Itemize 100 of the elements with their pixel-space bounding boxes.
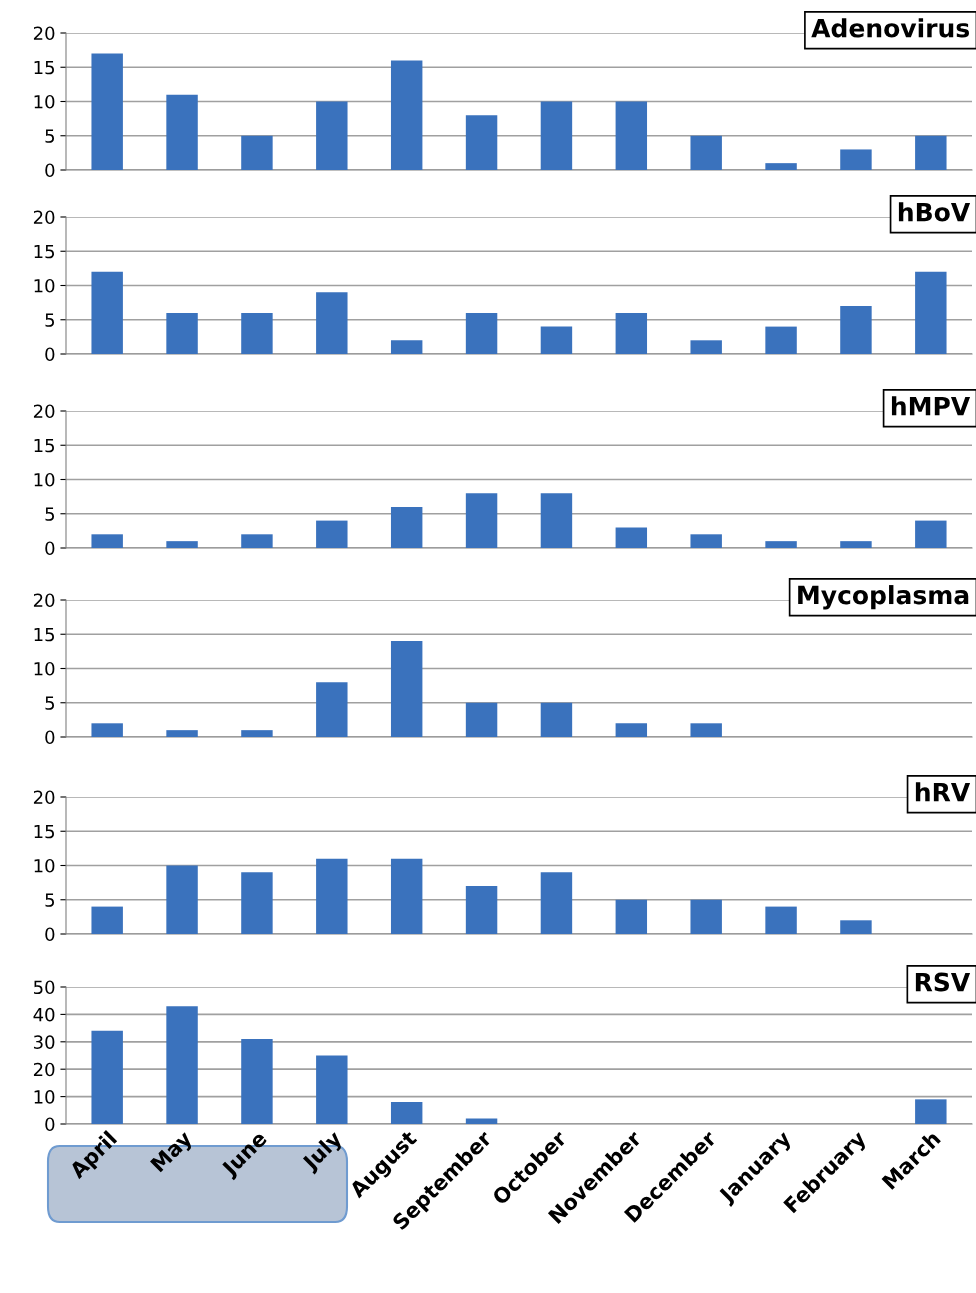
bar bbox=[465, 702, 498, 737]
y-tick-label: 0 bbox=[45, 163, 55, 178]
y-tick-label: 15 bbox=[34, 438, 55, 453]
y-tick-label: 10 bbox=[34, 472, 55, 487]
y-tick-label: 0 bbox=[45, 730, 55, 745]
bar bbox=[241, 312, 273, 354]
bar bbox=[166, 312, 198, 354]
bar bbox=[316, 520, 348, 548]
bar bbox=[615, 312, 648, 354]
bar bbox=[765, 541, 797, 548]
bar bbox=[765, 163, 797, 170]
bar bbox=[91, 1030, 123, 1124]
y-tick-label: 15 bbox=[34, 627, 55, 642]
y-tick-label: 5 bbox=[45, 893, 55, 907]
chart-title: hRV bbox=[915, 782, 971, 802]
y-tick-label: 20 bbox=[33, 26, 55, 41]
bar bbox=[540, 872, 573, 934]
bar bbox=[615, 101, 648, 170]
y-tick-label: 0 bbox=[45, 347, 55, 362]
bar bbox=[390, 1102, 423, 1124]
bar bbox=[765, 906, 797, 934]
bar bbox=[765, 326, 797, 354]
bar bbox=[465, 886, 498, 934]
bar bbox=[390, 340, 423, 354]
y-tick-label: 20 bbox=[33, 1062, 55, 1077]
y-tick-label: 0 bbox=[45, 927, 55, 942]
y-tick-label: 5 bbox=[45, 696, 55, 710]
y-tick-label: 20 bbox=[33, 210, 55, 225]
bar bbox=[316, 858, 348, 934]
bar bbox=[465, 1118, 498, 1124]
bar bbox=[166, 865, 198, 934]
bar bbox=[690, 135, 722, 170]
bar bbox=[166, 541, 198, 548]
y-tick-label: 10 bbox=[34, 858, 55, 873]
y-tick-label: 50 bbox=[34, 980, 55, 995]
bar bbox=[390, 641, 423, 737]
y-tick-label: 5 bbox=[45, 313, 55, 327]
y-tick-label: 40 bbox=[33, 1007, 55, 1022]
y-tick-label: 10 bbox=[34, 661, 55, 676]
bar bbox=[540, 493, 573, 548]
y-tick-label: 30 bbox=[33, 1035, 55, 1049]
chart-title: Mycoplasma bbox=[798, 585, 969, 610]
bar bbox=[615, 899, 648, 934]
bar bbox=[241, 534, 273, 548]
y-tick-label: 20 bbox=[33, 790, 55, 805]
bar bbox=[390, 858, 423, 934]
y-tick-label: 10 bbox=[34, 94, 55, 109]
bar bbox=[840, 149, 872, 170]
bar bbox=[241, 872, 273, 934]
bar bbox=[241, 730, 273, 737]
bar bbox=[166, 1006, 198, 1124]
bar bbox=[241, 135, 273, 170]
bar bbox=[241, 1039, 273, 1124]
bar bbox=[316, 1055, 348, 1124]
bar bbox=[166, 94, 198, 170]
bar bbox=[465, 312, 498, 354]
bar bbox=[465, 493, 498, 548]
y-tick-label: 5 bbox=[45, 129, 55, 143]
bar bbox=[540, 702, 573, 737]
bar bbox=[316, 292, 348, 354]
bar bbox=[840, 920, 872, 934]
bar bbox=[390, 506, 423, 548]
chart-title: RSV bbox=[915, 972, 971, 992]
y-tick-label: 0 bbox=[45, 541, 55, 556]
bar bbox=[91, 534, 123, 548]
bar bbox=[615, 527, 648, 548]
bar bbox=[690, 534, 722, 548]
bar bbox=[166, 730, 198, 737]
bar bbox=[390, 60, 423, 170]
y-tick-label: 10 bbox=[34, 1090, 55, 1104]
y-tick-label: 15 bbox=[34, 60, 55, 75]
bar bbox=[840, 306, 872, 354]
bar bbox=[915, 1099, 947, 1124]
y-tick-label: 0 bbox=[45, 1117, 55, 1132]
y-tick-label: 15 bbox=[34, 244, 55, 259]
bar bbox=[91, 906, 123, 934]
bar bbox=[690, 723, 722, 737]
chart-title: hMPV bbox=[891, 396, 971, 416]
bar bbox=[91, 271, 123, 354]
y-tick-label: 5 bbox=[45, 507, 55, 521]
bar bbox=[316, 101, 348, 170]
bar bbox=[540, 101, 573, 170]
y-tick-label: 10 bbox=[34, 278, 55, 293]
y-tick-label: 20 bbox=[33, 593, 55, 608]
bar bbox=[91, 53, 123, 170]
bar bbox=[465, 115, 498, 170]
chart-title: hBoV bbox=[898, 202, 971, 222]
y-tick-label: 20 bbox=[33, 404, 55, 419]
bar bbox=[690, 340, 722, 354]
bar bbox=[91, 723, 123, 737]
bar bbox=[690, 899, 722, 934]
bar bbox=[316, 682, 348, 737]
bar bbox=[915, 520, 947, 548]
chart-title: Adenovirus bbox=[811, 18, 970, 38]
y-tick-label: 15 bbox=[34, 824, 55, 839]
bar bbox=[615, 723, 648, 737]
bar bbox=[915, 271, 947, 354]
bar bbox=[540, 326, 573, 354]
bar bbox=[840, 541, 872, 548]
bar bbox=[915, 135, 947, 170]
